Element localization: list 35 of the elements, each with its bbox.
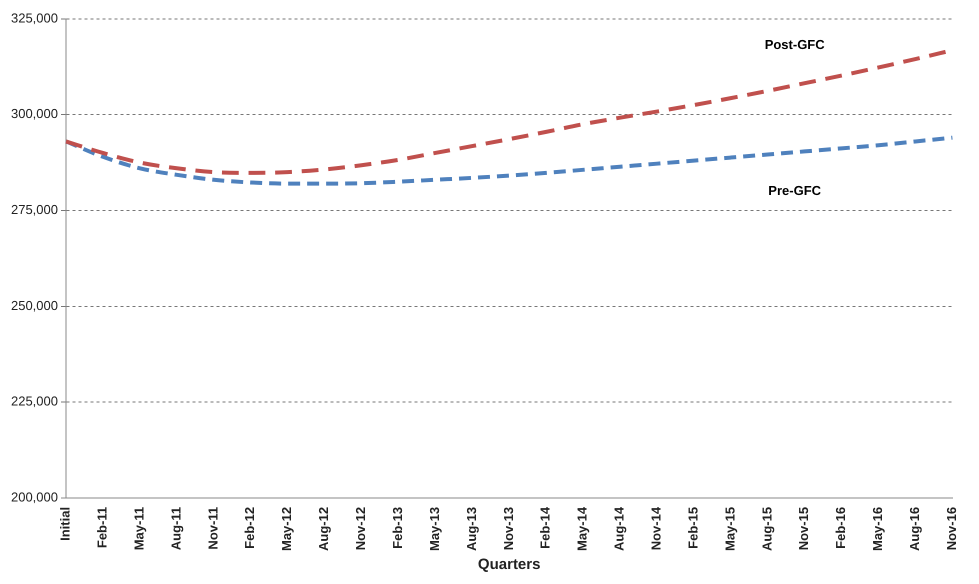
y-tick-label: 225,000 [10,394,58,409]
x-tick-label: Feb-11 [94,506,110,548]
x-tick-label: Feb-15 [685,506,700,549]
x-tick-label: Nov-13 [500,506,516,550]
x-tick-label: Nov-11 [205,506,220,550]
x-tick-label: Aug-12 [316,506,332,551]
y-tick-label: 250,000 [10,298,58,313]
y-tick-label: 325,000 [10,10,58,26]
text: Pre-GFC [768,183,822,198]
x-tick-label: Aug-14 [612,506,627,551]
x-tick-label: Nov-12 [353,506,368,550]
x-tick-label: Feb-13 [390,506,405,549]
x-tick-label: May-11 [131,506,146,550]
x-axis-title: Quarters [478,556,540,574]
x-tick-label: Aug-11 [168,506,184,550]
x-tick-label: Feb-16 [833,506,848,549]
y-tick-label: 200,000 [10,490,58,504]
line-series [64,136,954,186]
x-tick-label: May-16 [870,506,886,551]
x-tick-label: Feb-12 [242,506,258,549]
x-tick-label: May-13 [426,506,442,551]
x-tick-label: Nov-14 [648,506,664,550]
x-tick-label: Aug-15 [759,506,774,551]
text: Post-GFC [764,36,826,52]
y-tick-label: 275,000 [10,202,58,218]
x-tick-label: Nov-16 [944,506,959,550]
x-tick-label: May-12 [279,506,294,551]
x-tick-label: Initial [58,506,73,541]
x-tick-label: May-15 [722,506,738,551]
x-tick-label: Feb-14 [538,506,553,549]
x-tick-label: Nov-15 [796,506,812,550]
x-tick-label: Aug-13 [464,506,479,551]
y-tick-label: 300,000 [10,106,58,122]
x-tick-label: May-14 [574,506,590,551]
x-tick-label: Aug-16 [907,506,922,551]
